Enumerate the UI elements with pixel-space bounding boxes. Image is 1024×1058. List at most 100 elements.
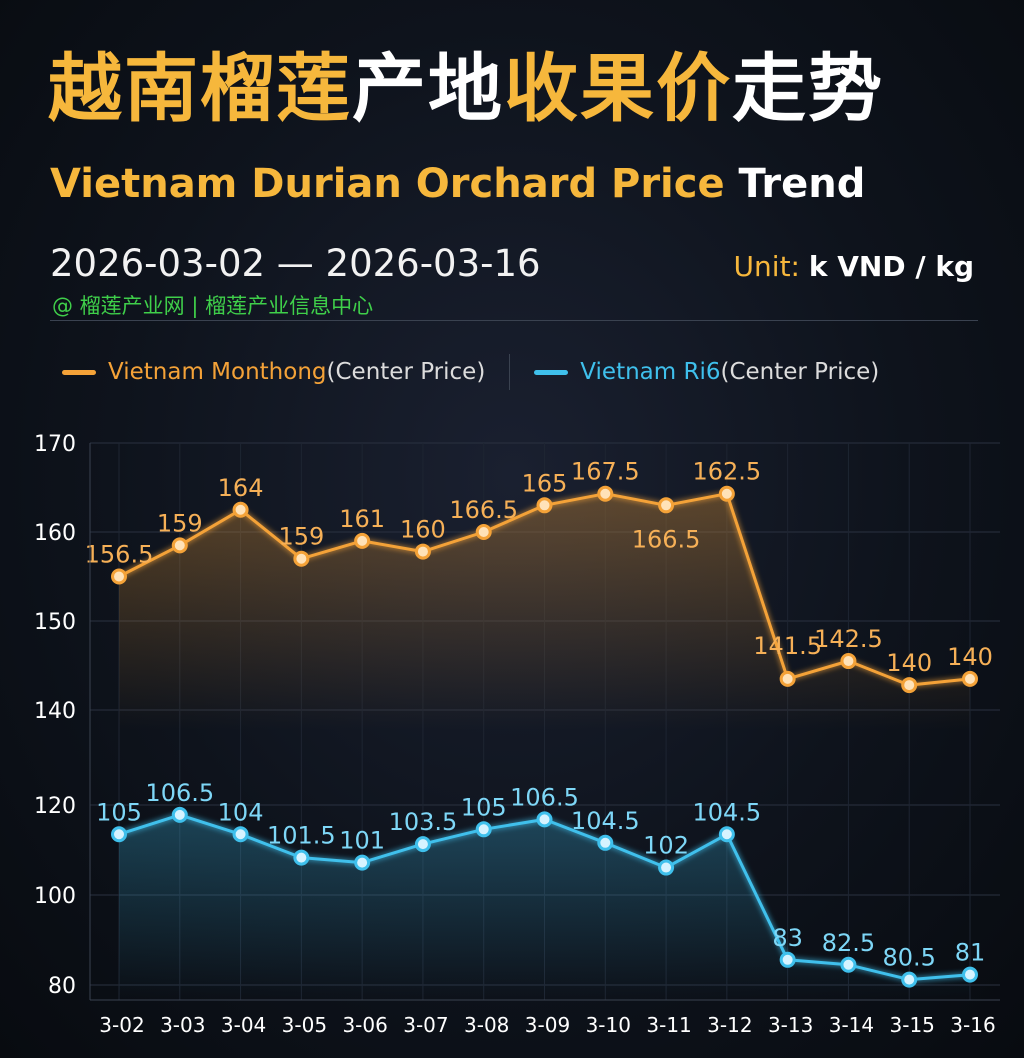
- data-point-monthong[interactable]: [171, 537, 188, 554]
- data-point-ri6[interactable]: [840, 956, 857, 973]
- data-point-monthong[interactable]: [293, 550, 310, 567]
- data-label-monthong: 160: [400, 516, 446, 544]
- legend-sub-monthong: (Center Price): [326, 359, 486, 385]
- data-point-ri6[interactable]: [171, 806, 188, 823]
- data-label-monthong: 140: [886, 649, 932, 677]
- chart-title-en: Vietnam Durian Orchard Price Trend: [50, 162, 865, 206]
- x-tick-label: 3-15: [890, 1013, 935, 1037]
- x-tick-label: 3-06: [342, 1013, 387, 1037]
- data-label-monthong: 166.5: [449, 496, 518, 524]
- data-point-ri6[interactable]: [536, 811, 553, 828]
- x-tick-label: 3-10: [586, 1013, 631, 1037]
- unit-label-text: Unit:: [733, 250, 800, 283]
- data-point-monthong[interactable]: [111, 568, 127, 585]
- data-point-monthong[interactable]: [414, 543, 431, 560]
- header-divider: [50, 320, 978, 321]
- x-tick-label: 3-07: [403, 1013, 448, 1037]
- data-label-ri6: 102: [643, 832, 689, 860]
- x-tick-label: 3-11: [646, 1013, 691, 1037]
- data-label-ri6: 81: [955, 939, 986, 967]
- data-point-monthong[interactable]: [962, 670, 978, 687]
- title-en-part2: Trend: [738, 161, 866, 207]
- x-tick-label: 3-03: [160, 1013, 205, 1037]
- data-label-monthong: 159: [157, 509, 203, 537]
- data-point-ri6[interactable]: [111, 826, 127, 843]
- title-cn-part4: 走势: [732, 46, 884, 132]
- data-point-ri6[interactable]: [901, 971, 918, 988]
- y-tick-label: 160: [34, 521, 76, 546]
- data-point-ri6[interactable]: [232, 826, 249, 843]
- y-tick-label: 120: [34, 794, 76, 819]
- legend-swatch-ri6: [534, 369, 569, 375]
- x-tick-label: 3-12: [707, 1013, 752, 1037]
- data-label-ri6: 101.5: [267, 822, 336, 850]
- y-tick-label: 170: [34, 432, 76, 457]
- area-ri6: [119, 814, 970, 1000]
- data-label-ri6: 105: [461, 793, 507, 821]
- legend-divider: [509, 354, 511, 390]
- data-point-ri6[interactable]: [475, 821, 492, 838]
- y-tick-label: 80: [48, 974, 76, 999]
- data-label-monthong: 164: [218, 474, 264, 502]
- data-label-monthong: 165: [522, 469, 568, 497]
- x-tick-label: 3-13: [768, 1013, 813, 1037]
- data-point-ri6[interactable]: [293, 849, 310, 866]
- x-tick-label: 3-04: [221, 1013, 266, 1037]
- y-tick-label: 150: [34, 610, 76, 635]
- x-tick-label: 3-08: [464, 1013, 509, 1037]
- data-label-ri6: 103.5: [389, 808, 458, 836]
- data-label-ri6: 80.5: [882, 944, 935, 972]
- date-range: 2026-03-02 — 2026-03-16: [50, 242, 541, 285]
- data-point-monthong[interactable]: [718, 485, 735, 502]
- legend-label-ri6: Vietnam Ri6: [580, 359, 721, 385]
- legend-label-monthong: Vietnam Monthong: [108, 359, 327, 385]
- data-label-ri6: 105: [96, 798, 142, 826]
- data-point-ri6[interactable]: [658, 859, 675, 876]
- data-point-monthong[interactable]: [536, 497, 553, 514]
- unit-label: Unit: k VND / kg: [734, 250, 974, 283]
- data-label-monthong: 142.5: [814, 625, 883, 653]
- legend-sub-ri6: (Center Price): [720, 359, 880, 385]
- x-tick-label: 3-14: [829, 1013, 874, 1037]
- data-label-monthong: 156.5: [85, 541, 154, 569]
- title-cn-part3: 收果价: [504, 46, 732, 132]
- data-label-ri6: 83: [772, 924, 803, 952]
- data-point-monthong[interactable]: [232, 501, 249, 518]
- data-point-ri6[interactable]: [414, 836, 431, 853]
- data-label-ri6: 104.5: [692, 798, 761, 826]
- title-cn-part2: 产地: [352, 46, 504, 132]
- data-label-ri6: 106.5: [510, 783, 579, 811]
- data-point-monthong[interactable]: [779, 670, 796, 687]
- y-tick-label: 140: [34, 699, 76, 724]
- data-label-monthong: 167.5: [571, 458, 640, 486]
- x-tick-label: 3-02: [99, 1013, 144, 1037]
- legend-swatch-monthong: [62, 369, 96, 375]
- x-tick-label: 3-16: [950, 1013, 995, 1037]
- data-label-ri6: 106.5: [145, 779, 214, 807]
- legend-item-ri6[interactable]: Vietnam Ri6 (Center Price): [534, 359, 879, 385]
- data-label-ri6: 82.5: [822, 929, 875, 957]
- data-point-monthong[interactable]: [840, 653, 857, 670]
- data-point-monthong[interactable]: [597, 485, 614, 502]
- data-point-ri6[interactable]: [354, 854, 371, 871]
- data-label-monthong: 141.5: [753, 632, 822, 660]
- data-point-ri6[interactable]: [962, 966, 978, 983]
- data-point-ri6[interactable]: [597, 834, 614, 851]
- area-monthong: [119, 493, 970, 730]
- data-point-monthong[interactable]: [475, 524, 492, 540]
- data-label-ri6: 104.5: [571, 807, 640, 835]
- x-tick-label: 3-05: [282, 1013, 327, 1037]
- data-label-monthong: 140: [947, 643, 993, 671]
- title-cn-part1: 越南榴莲: [48, 46, 352, 132]
- data-point-ri6[interactable]: [718, 826, 735, 843]
- source-credit: @ 榴莲产业网 | 榴莲产业信息中心: [52, 294, 374, 318]
- chart-title-cn: 越南榴莲产地收果价走势: [48, 52, 884, 126]
- data-point-monthong[interactable]: [354, 532, 371, 549]
- y-tick-label: 100: [34, 884, 76, 909]
- data-label-monthong: 162.5: [692, 458, 761, 486]
- data-point-ri6[interactable]: [779, 951, 796, 968]
- legend-item-monthong[interactable]: Vietnam Monthong (Center Price): [62, 359, 485, 385]
- data-point-monthong[interactable]: [658, 497, 675, 514]
- data-point-monthong[interactable]: [901, 677, 918, 694]
